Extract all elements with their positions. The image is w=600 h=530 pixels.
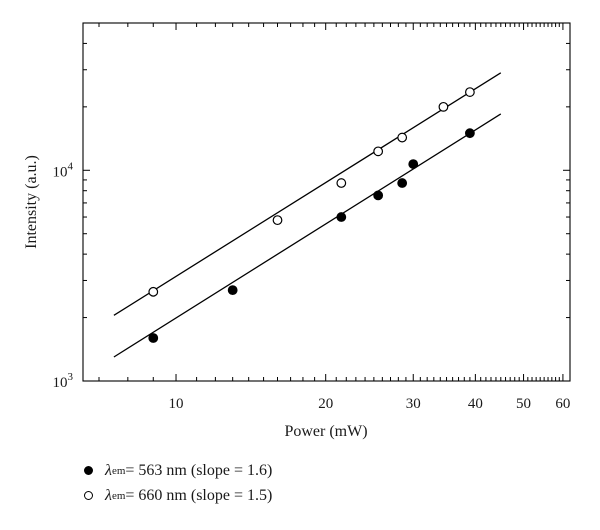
filled-data-point bbox=[227, 285, 238, 296]
y-tick-label: 103 bbox=[53, 371, 74, 391]
open-data-point bbox=[336, 178, 347, 188]
open-data-point bbox=[438, 101, 449, 112]
legend-symbol: λ bbox=[105, 486, 112, 504]
plot-frame bbox=[82, 22, 571, 382]
fit-lines bbox=[113, 72, 502, 358]
legend-subscript: em bbox=[111, 489, 126, 502]
y-axis-title: Intensity (a.u.) bbox=[23, 155, 40, 249]
y-tick-label: 104 bbox=[53, 160, 74, 180]
filled-data-point bbox=[336, 212, 347, 222]
legend-entry-660nm: λ em = 660 nm (slope = 1.5) bbox=[84, 483, 272, 508]
open-data-point bbox=[272, 215, 283, 226]
fit-line-0 bbox=[113, 113, 502, 358]
filled-data-point bbox=[397, 178, 408, 188]
x-tick-label: 30 bbox=[406, 396, 421, 412]
open-data-point bbox=[397, 132, 408, 143]
open-data-point bbox=[373, 146, 384, 157]
filled-data-point bbox=[148, 333, 159, 343]
x-tick-label: 10 bbox=[169, 396, 184, 412]
legend-label: = 660 nm (slope = 1.5) bbox=[125, 486, 273, 504]
filled-data-point bbox=[464, 128, 475, 139]
open-data-point bbox=[148, 286, 159, 297]
x-tick-label: 60 bbox=[555, 396, 570, 412]
open-data-point bbox=[464, 87, 475, 97]
open-circle-icon bbox=[84, 491, 93, 500]
x-tick-label: 20 bbox=[318, 396, 333, 412]
x-tick-label: 40 bbox=[468, 396, 483, 412]
legend-subscript: em bbox=[111, 464, 126, 477]
filled-circle-icon bbox=[84, 466, 93, 475]
data-points bbox=[148, 87, 475, 343]
axis-tick-labels: 10 20 30 40 50 60 103 104 bbox=[53, 160, 571, 412]
axis-ticks bbox=[83, 22, 570, 382]
x-tick-label: 50 bbox=[516, 396, 531, 412]
legend-entry-563nm: λ em = 563 nm (slope = 1.6) bbox=[84, 458, 272, 483]
x-axis-title: Power (mW) bbox=[284, 423, 367, 440]
legend-symbol: λ bbox=[105, 461, 112, 479]
legend: λ em = 563 nm (slope = 1.6) λ em = 660 nm … bbox=[84, 458, 272, 508]
filled-data-point bbox=[373, 190, 384, 201]
legend-label: = 563 nm (slope = 1.6) bbox=[125, 461, 273, 479]
fit-line-1 bbox=[113, 72, 502, 316]
filled-data-point bbox=[408, 159, 419, 169]
